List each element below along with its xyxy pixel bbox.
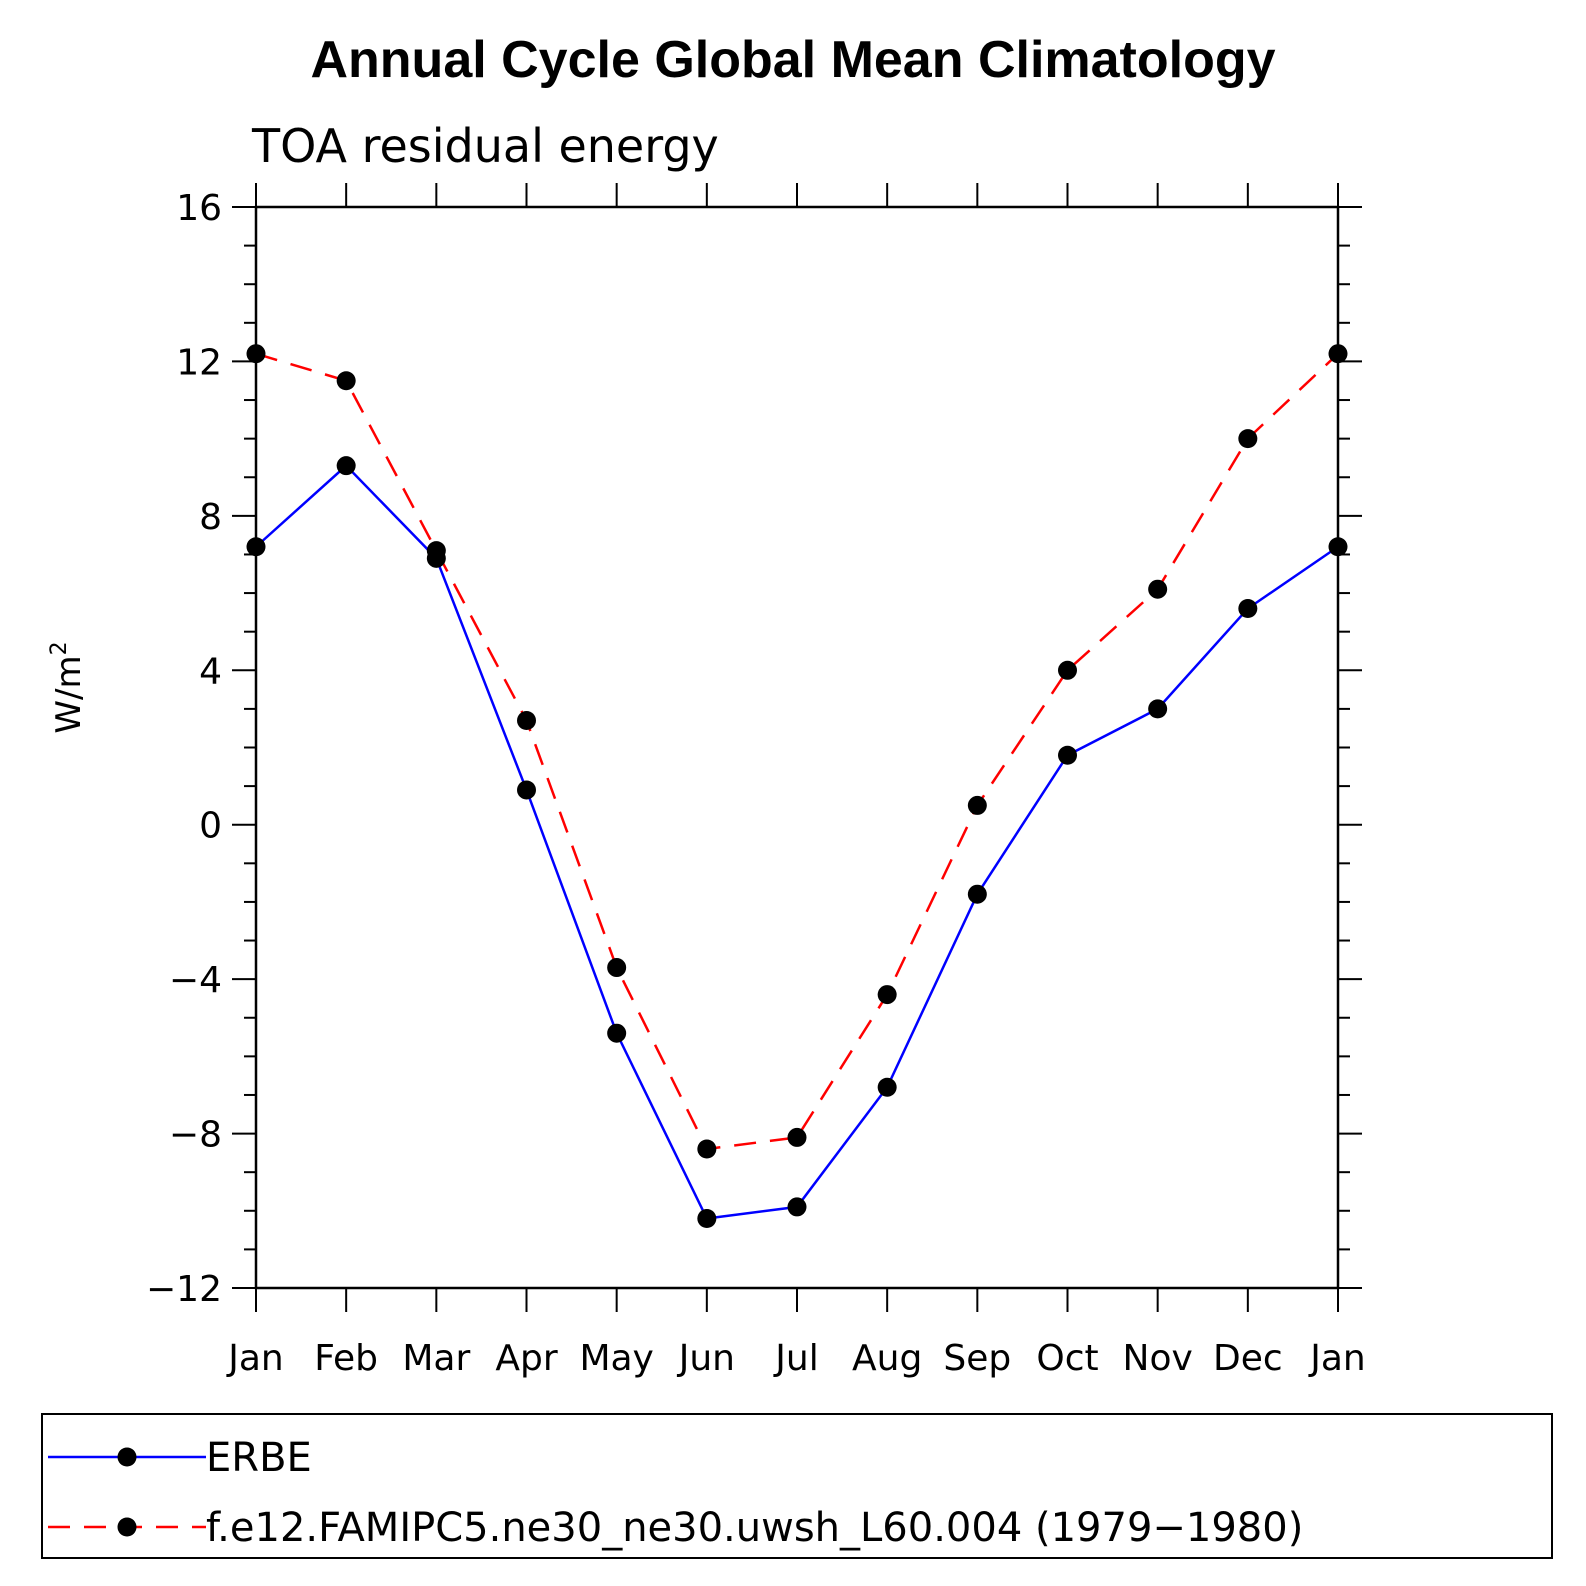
x-tick-label: Dec — [1213, 1338, 1283, 1379]
y-axis-label-exponent: 2 — [47, 641, 72, 655]
y-tick-label: −8 — [169, 1115, 222, 1156]
series-2-point — [787, 1127, 807, 1147]
x-tick-label: Jul — [773, 1338, 818, 1379]
series-1-point — [336, 456, 356, 476]
y-axis-label-base: W/m — [49, 655, 89, 733]
legend-marker-2 — [117, 1517, 137, 1537]
y-tick-label: 4 — [199, 651, 222, 692]
y-tick-label: 0 — [199, 806, 222, 847]
series-lines — [255, 352, 1339, 1220]
series-2-point — [607, 958, 627, 978]
x-tick-label: Aug — [852, 1338, 922, 1379]
series-1-point — [967, 884, 987, 904]
chart-title: Annual Cycle Global Mean Climatology — [310, 31, 1275, 89]
series-line-1 — [255, 463, 1339, 1220]
x-tick-label: Oct — [1036, 1338, 1098, 1379]
legend-label-2: f.e12.FAMIPC5.ne30_ne30.uwsh_L60.004 (19… — [206, 1505, 1303, 1551]
x-tick-label: May — [579, 1338, 653, 1379]
series-2-point — [336, 371, 356, 391]
series-points — [246, 344, 1348, 1229]
x-tick-label: Apr — [495, 1338, 557, 1379]
series-1-point — [1058, 745, 1077, 765]
y-tick-labels: −12 −8 −4 0 4 8 12 16 — [146, 188, 222, 1310]
series-1-point — [877, 1077, 897, 1097]
series-2-point — [877, 985, 897, 1005]
series-1-point — [517, 780, 536, 800]
x-tick-labels: Jan Feb Mar Apr May Jun Jul Aug Sep Oct Nov Dec Jan — [226, 1338, 1366, 1379]
x-tick-label: Jan — [226, 1338, 284, 1379]
series-line-2 — [255, 352, 1339, 1151]
series-2-point — [697, 1139, 717, 1159]
series-2-point — [1238, 429, 1258, 449]
series-1-point — [1148, 699, 1168, 719]
series-2-point — [426, 541, 446, 561]
series-1-point — [697, 1209, 717, 1229]
x-tick-label: Jan — [1308, 1338, 1366, 1379]
x-tick-label: Mar — [402, 1338, 470, 1379]
y-tick-label: −12 — [146, 1269, 222, 1310]
series-1-point — [1238, 599, 1258, 619]
legend-marker-1 — [117, 1447, 137, 1467]
plot-frame — [254, 205, 1340, 1290]
legend: ERBE f.e12.FAMIPC5.ne30_ne30.uwsh_L60.004… — [41, 1413, 1553, 1559]
series-1-point — [787, 1197, 807, 1217]
y-tick-label: −4 — [169, 960, 222, 1001]
series-2-point — [1058, 660, 1077, 680]
series-2-point — [517, 710, 536, 730]
x-tick-label: Sep — [943, 1338, 1011, 1379]
y-tick-label: 12 — [176, 342, 222, 383]
series-1-point — [607, 1023, 627, 1043]
y-axis-label: W/m2 — [47, 641, 89, 733]
x-tick-label: Jun — [677, 1338, 735, 1379]
x-tick-label: Feb — [314, 1338, 378, 1379]
legend-box — [41, 1413, 1553, 1559]
x-tick-label: Nov — [1123, 1338, 1193, 1379]
svg-text:W/m2: W/m2 — [47, 641, 89, 733]
chart-subtitle: TOA residual energy — [251, 119, 719, 173]
legend-label-1: ERBE — [206, 1435, 312, 1481]
y-tick-label: 8 — [199, 497, 222, 538]
series-2-point — [1148, 579, 1168, 599]
series-2-point — [967, 795, 987, 815]
y-tick-label: 16 — [176, 188, 222, 229]
